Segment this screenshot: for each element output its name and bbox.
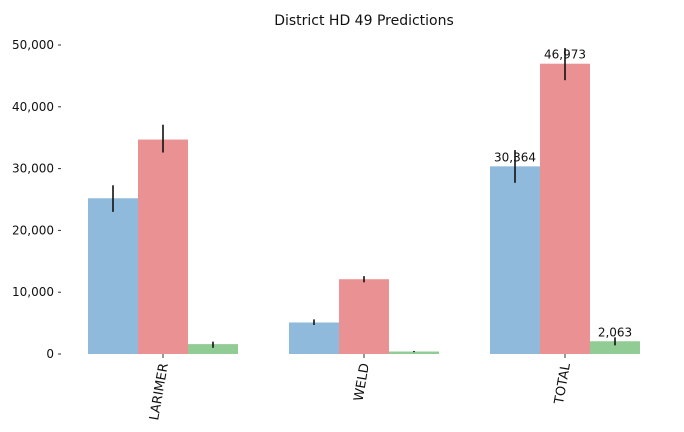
y-tick-label: 40,000 (12, 100, 54, 114)
data-label: 30,364 (494, 150, 536, 164)
bars-group (88, 63, 640, 355)
bar-weld-series-2 (339, 279, 389, 354)
data-label: 46,973 (544, 48, 586, 62)
y-tick-label: 50,000 (12, 38, 54, 52)
bar-total-series-1 (490, 166, 540, 354)
error-bars-group (112, 48, 616, 353)
y-tick-label: 30,000 (12, 162, 54, 176)
y-tick-label: 20,000 (12, 223, 54, 237)
bar-total-series-3 (590, 341, 640, 354)
bar-weld-series-3 (389, 351, 439, 354)
bar-total-series-2 (540, 63, 590, 355)
bar-larimer-series-1 (88, 198, 138, 354)
data-labels-group: 30,364 46,973 2,063 (494, 48, 632, 340)
chart-title: District HD 49 Predictions (274, 13, 454, 29)
y-tick-label: 0 (46, 347, 54, 361)
category-label-weld: WELD (352, 362, 373, 402)
y-tick-label: 10,000 (12, 285, 54, 299)
bar-weld-series-1 (289, 322, 339, 354)
bar-larimer-series-3 (188, 344, 238, 354)
data-label: 2,063 (598, 325, 632, 339)
category-label-total: TOTAL (552, 361, 574, 406)
x-axis: LARIMER WELD TOTAL (147, 354, 574, 422)
y-axis: 0 10,000 20,000 30,000 40,000 50,000 (12, 38, 61, 361)
category-label-larimer: LARIMER (147, 362, 172, 421)
bar-larimer-series-2 (138, 139, 188, 354)
